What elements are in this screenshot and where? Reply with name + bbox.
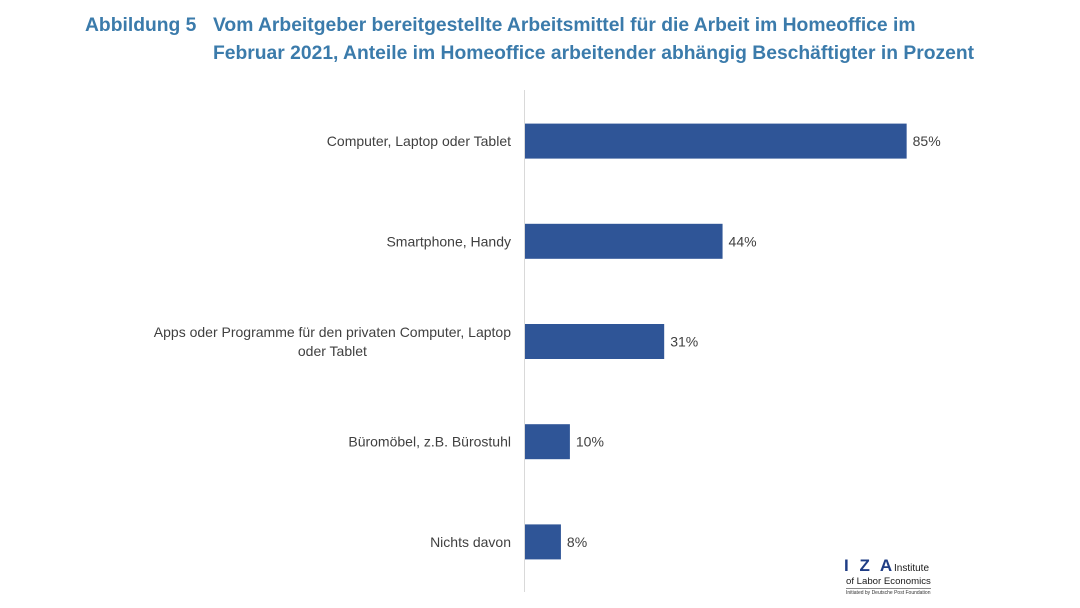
data-label: 85% — [913, 133, 941, 149]
logo-tagline: Initiated by Deutsche Post Foundation — [846, 589, 931, 596]
logo-name-line-1: Institute — [894, 562, 930, 574]
chart-title: Vom Arbeitgeber bereitgestellte Arbeitsm… — [213, 15, 975, 64]
category-labels: Computer, Laptop oder Tablet Smartphone, … — [154, 133, 511, 550]
bar — [525, 524, 561, 560]
data-label: 31% — [670, 334, 698, 350]
figure-number: Abbildung 5 — [85, 15, 197, 36]
data-label: 8% — [567, 534, 587, 550]
data-labels: 85% 44% 31% 10% 8% — [567, 133, 941, 550]
data-label: 44% — [729, 233, 757, 249]
bars — [525, 123, 907, 560]
bar — [525, 424, 570, 460]
category-label: Computer, Laptop oder Tablet — [327, 133, 511, 149]
logo-wordmark: I Z A — [844, 556, 896, 575]
logo-divider — [846, 588, 931, 589]
category-label: Apps oder Programme für den privaten Com… — [154, 324, 511, 359]
bar — [525, 123, 907, 159]
bar — [525, 324, 665, 359]
bar — [525, 223, 723, 259]
category-label: Smartphone, Handy — [386, 233, 511, 249]
data-label: 10% — [576, 434, 604, 450]
category-label: Büromöbel, z.B. Bürostuhl — [348, 434, 511, 450]
logo-name-line-2: of Labor Economics — [846, 575, 931, 587]
category-label: Nichts davon — [430, 534, 511, 550]
